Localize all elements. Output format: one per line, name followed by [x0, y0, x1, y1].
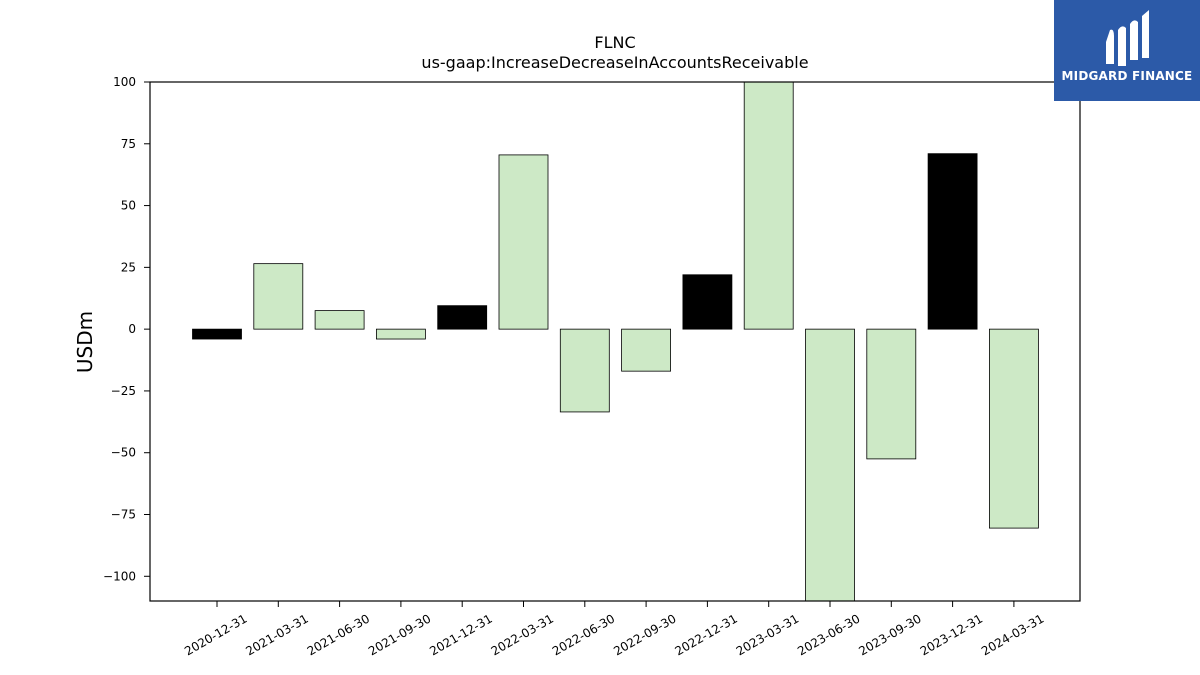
bar-2023-12-31 [928, 154, 977, 329]
bar-2022-12-31 [683, 275, 732, 329]
bar-2021-12-31 [438, 306, 487, 329]
x-tick-label: 2022-12-31 [672, 611, 739, 658]
bar-2023-06-30 [806, 329, 855, 601]
bar-2021-09-30 [376, 329, 425, 339]
bar-2021-06-30 [315, 311, 364, 330]
x-tick-label: 2022-06-30 [550, 611, 617, 658]
y-tick-label: 75 [121, 137, 136, 151]
bar-2022-06-30 [560, 329, 609, 412]
y-tick-label: −75 [111, 508, 136, 522]
bar-2021-03-31 [254, 264, 303, 329]
x-tick-label: 2021-03-31 [243, 611, 310, 658]
bars-group [193, 82, 1039, 601]
y-tick-label: 25 [121, 260, 136, 274]
x-tick-label: 2022-03-31 [489, 611, 556, 658]
chart-title: FLNC [594, 33, 635, 52]
y-tick-label: 0 [128, 322, 136, 336]
x-tick-label: 2021-12-31 [427, 611, 494, 658]
x-tick-label: 2023-03-31 [734, 611, 801, 658]
y-tick-label: 50 [121, 199, 136, 213]
y-tick-label: −25 [111, 384, 136, 398]
chart-subtitle: us-gaap:IncreaseDecreaseInAccountsReceiv… [421, 53, 808, 72]
bar-2022-03-31 [499, 155, 548, 329]
logo-text: MIDGARD FINANCE [1054, 69, 1200, 83]
bar-2022-09-30 [622, 329, 671, 371]
x-tick-label: 2022-09-30 [611, 611, 678, 658]
x-tick-label: 2021-06-30 [305, 611, 372, 658]
x-tick-label: 2023-09-30 [856, 611, 923, 658]
logo-mark-icon [1054, 0, 1200, 70]
y-tick-label: −50 [111, 446, 136, 460]
y-tick-label: 100 [113, 75, 136, 89]
bar-2020-12-31 [193, 329, 242, 339]
midgard-finance-logo: MIDGARD FINANCE [1054, 0, 1200, 101]
x-axis-ticks: 2020-12-312021-03-312021-06-302021-09-30… [182, 601, 1046, 658]
y-axis-ticks: 100 75 50 25 0 −25 −50 −75 −100 [103, 75, 150, 583]
x-tick-label: 2021-09-30 [366, 611, 433, 658]
y-tick-label: −100 [103, 569, 136, 583]
x-tick-label: 2020-12-31 [182, 611, 249, 658]
bar-2023-09-30 [867, 329, 916, 459]
bar-2023-03-31 [744, 82, 793, 329]
x-tick-label: 2023-06-30 [795, 611, 862, 658]
x-tick-label: 2024-03-31 [979, 611, 1046, 658]
y-axis-label: USDm [73, 311, 97, 373]
bar-2024-03-31 [989, 329, 1038, 528]
x-tick-label: 2023-12-31 [918, 611, 985, 658]
